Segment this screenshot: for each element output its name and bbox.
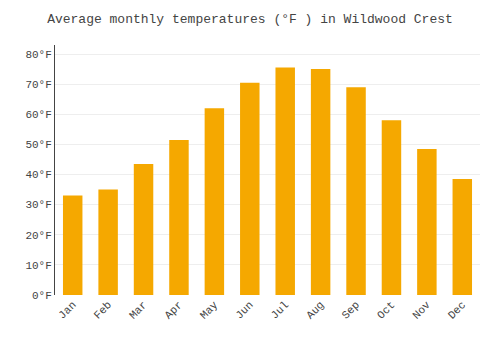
svg-text:80°F: 80°F [25, 49, 51, 61]
svg-text:Average monthly temperatures (: Average monthly temperatures (°F ) in Wi… [47, 12, 453, 27]
svg-text:30°F: 30°F [25, 199, 51, 211]
svg-text:40°F: 40°F [25, 169, 51, 181]
svg-text:Dec: Dec [446, 299, 468, 321]
svg-text:Oct: Oct [375, 299, 397, 321]
svg-text:70°F: 70°F [25, 79, 51, 91]
svg-text:50°F: 50°F [25, 139, 51, 151]
svg-text:0°F: 0°F [32, 290, 52, 302]
svg-text:Sep: Sep [340, 299, 362, 321]
svg-text:60°F: 60°F [25, 109, 51, 121]
svg-text:10°F: 10°F [25, 260, 51, 272]
svg-text:Aug: Aug [304, 299, 326, 321]
svg-text:Jun: Jun [233, 299, 255, 321]
svg-text:Nov: Nov [410, 299, 433, 322]
svg-text:Jul: Jul [269, 299, 291, 321]
svg-text:20°F: 20°F [25, 230, 51, 242]
svg-text:Mar: Mar [127, 299, 149, 321]
svg-text:Feb: Feb [92, 299, 114, 321]
svg-text:May: May [198, 299, 221, 322]
svg-text:Apr: Apr [162, 299, 184, 321]
svg-text:Jan: Jan [56, 299, 78, 321]
